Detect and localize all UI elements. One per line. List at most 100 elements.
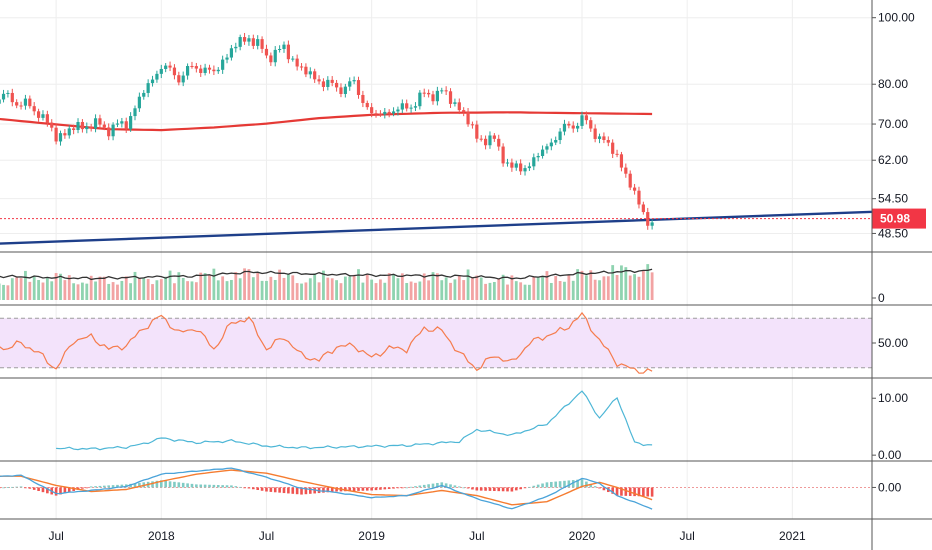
candle (405, 99, 409, 112)
volume-bar (28, 281, 32, 300)
volume-bar (444, 277, 448, 300)
volume-bar (24, 270, 27, 300)
candle (527, 162, 532, 171)
volume-bar (142, 278, 146, 300)
candle (221, 55, 225, 74)
indicator-pane[interactable] (56, 390, 653, 451)
price-pane[interactable] (0, 32, 881, 245)
macd-hist-bar (19, 486, 23, 488)
macd-hist-bar (67, 487, 71, 493)
macd-hist-bar (103, 485, 106, 488)
rsi-line (0, 311, 653, 374)
candle (295, 54, 299, 71)
candle (124, 117, 128, 134)
macd-hist-bar (186, 483, 189, 488)
volume-bar (317, 282, 321, 300)
x-tick-label: 2018 (148, 529, 175, 543)
volume-bar (212, 268, 216, 300)
volume-bar (291, 275, 295, 300)
volume-bar (216, 280, 220, 300)
x-tick-label: 2021 (779, 529, 806, 543)
macd-hist-bar (523, 487, 527, 489)
volume-bar (650, 272, 654, 300)
volume-bar (528, 284, 531, 300)
volume-bar (190, 281, 194, 300)
volume-bar (330, 278, 334, 300)
volume-bar (111, 282, 115, 300)
volume-bar (107, 283, 111, 300)
candle (356, 76, 361, 99)
macd-hist-bar (501, 487, 505, 492)
macd-hist-bar (589, 483, 593, 488)
candle (159, 64, 163, 79)
volume-bar (269, 276, 273, 300)
volume-bar (589, 270, 593, 300)
volume-bar (435, 273, 439, 300)
volume-pane[interactable] (0, 264, 654, 300)
macd-hist-bar (295, 487, 299, 495)
volume-bar (611, 265, 615, 300)
candle (260, 36, 264, 54)
candle (413, 102, 418, 112)
macd-hist-bar (98, 485, 102, 488)
macd-hist-bar (304, 487, 308, 495)
macd-hist-bar (208, 484, 211, 488)
macd-pane[interactable] (0, 467, 872, 510)
volume-bar (181, 278, 185, 300)
volume-bar (405, 282, 409, 300)
volume-bar (418, 281, 422, 300)
candle (1, 89, 6, 103)
candle (523, 165, 527, 176)
candle (107, 123, 111, 141)
macd-hist-bar (541, 483, 544, 488)
volume-bar (120, 280, 124, 300)
macd-hist-bar (133, 483, 137, 488)
rsi-pane[interactable] (0, 311, 872, 374)
macd-hist-bar (532, 485, 536, 488)
macd-hist-bar (24, 487, 27, 489)
volume-bar (501, 274, 505, 300)
y-tick-label: 0 (878, 291, 885, 305)
candle (409, 104, 413, 113)
macd-hist-bar (506, 487, 509, 492)
y-tick-label: 48.50 (878, 226, 908, 240)
macd-hist-bar (155, 480, 159, 488)
candle (466, 108, 470, 127)
volume-bar (457, 275, 461, 300)
pane-separators[interactable] (0, 251, 932, 520)
volume-bar (506, 284, 509, 300)
volume-bar (549, 282, 553, 300)
macd-hist-bar (427, 484, 430, 488)
volume-bar (523, 284, 527, 300)
macd-hist-bar (471, 487, 474, 490)
volume-bar (273, 279, 277, 300)
trendline[interactable] (0, 210, 881, 245)
macd-hist-bar (164, 480, 167, 488)
candle (168, 61, 172, 72)
y-tick-label: 0.00 (878, 480, 902, 494)
candle (602, 132, 606, 144)
macd-hist-bar (585, 481, 588, 488)
macd-hist-bar (273, 487, 277, 493)
volume-bar (400, 273, 404, 300)
macd-hist-bar (195, 484, 198, 488)
macd-hist-bar (453, 485, 457, 488)
price-axis[interactable]: 50.98 100.00 80.00 70.00 62.00 54.50 48.50 0 50… (871, 0, 926, 550)
candle (440, 87, 444, 94)
volume-bar (194, 282, 198, 300)
macd-hist-bar (234, 486, 238, 488)
macd-hist-bar (6, 487, 10, 488)
time-axis[interactable]: Jul 2018 Jul 2019 Jul 2020 Jul 2021 (48, 529, 806, 543)
macd-hist-bar (405, 487, 409, 489)
volume-bar (247, 269, 251, 300)
macd-hist-bar (576, 479, 579, 488)
candle (615, 149, 619, 158)
volume-bar (67, 275, 71, 300)
macd-hist-bar (54, 487, 58, 496)
volume-bar (479, 277, 483, 300)
volume-bar (116, 284, 119, 300)
macd-hist-bar (431, 483, 435, 488)
volume-bar (387, 273, 391, 300)
candle (589, 117, 593, 132)
